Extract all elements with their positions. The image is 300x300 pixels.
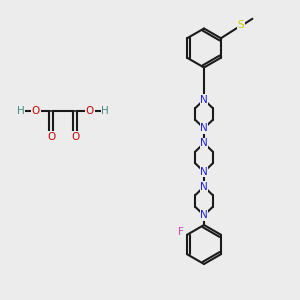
Text: O: O — [71, 131, 79, 142]
Text: F: F — [178, 227, 184, 237]
Text: N: N — [200, 95, 208, 105]
Text: N: N — [200, 182, 208, 192]
Text: S: S — [238, 20, 244, 30]
Text: O: O — [86, 106, 94, 116]
Text: O: O — [47, 131, 55, 142]
Text: H: H — [101, 106, 109, 116]
Text: N: N — [200, 138, 208, 148]
Text: O: O — [32, 106, 40, 116]
Text: N: N — [200, 210, 208, 220]
Text: N: N — [200, 167, 208, 177]
Text: N: N — [200, 123, 208, 133]
Text: H: H — [17, 106, 25, 116]
